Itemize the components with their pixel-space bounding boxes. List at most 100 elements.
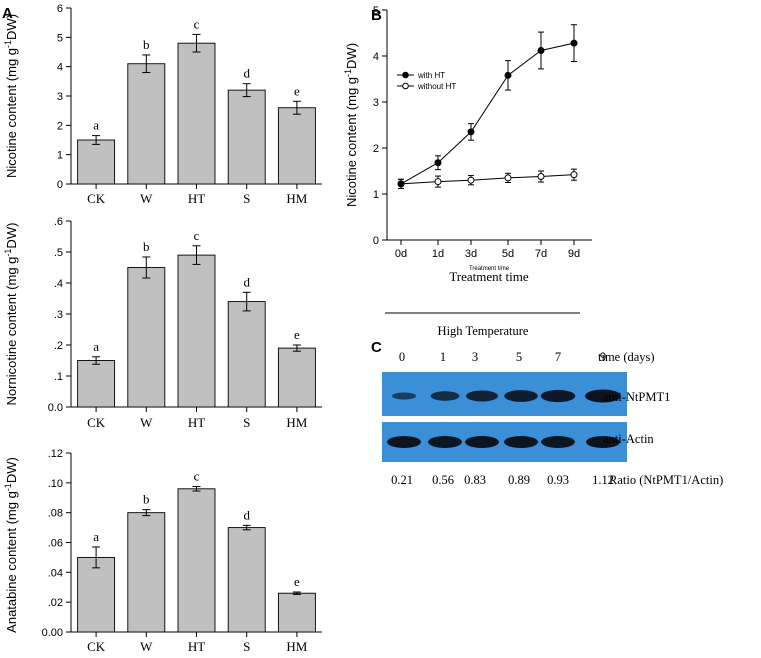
- blot-band: [541, 436, 575, 448]
- bar-hm: [277, 347, 316, 408]
- y-tick-label: .4: [54, 278, 63, 290]
- category-label-ht: HT: [188, 639, 205, 654]
- legend-entry: without HT: [417, 82, 456, 91]
- bar-ht: [177, 42, 216, 185]
- category-label-s: S: [243, 639, 250, 654]
- data-point: [537, 46, 545, 54]
- bar-ck: [77, 139, 116, 185]
- data-point: [570, 39, 578, 47]
- series-line-with-ht: [400, 42, 575, 185]
- data-point: [434, 178, 442, 186]
- bar-hm: [277, 592, 316, 633]
- x-tick-label: 7d: [535, 248, 547, 260]
- time-point-label: 9: [600, 350, 606, 364]
- significance-letter: e: [294, 327, 300, 342]
- category-label-s: S: [243, 415, 250, 430]
- significance-letter: a: [93, 339, 99, 354]
- blot-band: [540, 389, 576, 403]
- panel-label-a: A: [2, 5, 13, 22]
- data-point: [504, 71, 512, 79]
- significance-letter: d: [243, 507, 250, 522]
- bar-s: [227, 89, 266, 185]
- significance-letter: d: [243, 274, 250, 289]
- y-axis-label: Anatabine content (mg g-1DW): [3, 457, 19, 633]
- x-axis-label-small: Treatment time: [469, 266, 510, 272]
- band-label-actin: anti-Actin: [603, 432, 654, 446]
- y-tick-label: .06: [48, 538, 63, 550]
- time-point-label: 3: [472, 350, 478, 364]
- bar-w: [127, 512, 166, 633]
- time-point-label: 5: [516, 350, 522, 364]
- ratio-value: 0.93: [547, 473, 569, 487]
- panel-label-c: C: [371, 339, 382, 356]
- significance-letter: b: [143, 239, 150, 254]
- blot-band: [504, 390, 538, 402]
- significance-letter: e: [294, 574, 300, 589]
- significance-letter: c: [194, 469, 200, 484]
- bar-w: [127, 63, 166, 185]
- y-tick-label: 0: [373, 235, 379, 247]
- panel-label-b: B: [371, 7, 382, 24]
- y-tick-label: .3: [54, 309, 63, 321]
- bar-ck: [77, 360, 116, 408]
- significance-letter: b: [143, 492, 150, 507]
- significance-letter: a: [93, 529, 99, 544]
- blot-band: [465, 436, 499, 448]
- bar-ck: [77, 556, 116, 633]
- western-blot-panel: High Temperature 0 1 3 5 7 9 time (days) anti…: [382, 312, 723, 487]
- y-tick-label: 1: [373, 189, 379, 201]
- bar-ht: [177, 488, 216, 633]
- blot-band: [430, 391, 460, 401]
- data-point: [467, 176, 475, 184]
- ratio-value: 1.12: [592, 473, 614, 487]
- anatabine-bar-chart: 0.00 .02 .04 .06 .08 .10 .12 a CK b Wc HT d Se HM Anata…: [3, 448, 322, 654]
- y-tick-label: 0: [57, 179, 63, 191]
- bar-w: [127, 267, 166, 408]
- time-point-labels: 0 1 3 5 7 9: [399, 350, 606, 364]
- y-tick-label: 1: [57, 150, 63, 162]
- category-label-ck: CK: [87, 639, 106, 654]
- category-label-ht: HT: [188, 191, 205, 206]
- blot-band: [428, 436, 462, 448]
- y-tick-label: 0.00: [42, 627, 63, 639]
- x-tick-label: 1d: [432, 248, 444, 260]
- bar-hm: [277, 107, 316, 185]
- y-tick-label: .6: [54, 216, 63, 228]
- data-point: [397, 180, 405, 188]
- ratio-label: Ratio (NtPMT1/Actin): [609, 473, 723, 487]
- y-tick-label: .10: [48, 478, 63, 490]
- category-label-ht: HT: [188, 415, 205, 430]
- x-axis-label: Treatment time: [449, 269, 529, 284]
- time-point-label: 0: [399, 350, 405, 364]
- category-label-hm: HM: [286, 415, 307, 430]
- significance-letter: a: [93, 118, 99, 133]
- y-tick-label: 5: [57, 32, 63, 44]
- category-label-w: W: [140, 191, 153, 206]
- time-point-label: 1: [440, 350, 446, 364]
- time-point-label: 7: [555, 350, 561, 364]
- y-tick-label: 5: [373, 5, 379, 17]
- significance-letter: c: [194, 228, 200, 243]
- blot-band: [585, 389, 621, 403]
- y-tick-label: 2: [57, 120, 63, 132]
- data-point: [537, 173, 545, 181]
- y-tick-label: 0.0: [48, 402, 63, 414]
- category-label-hm: HM: [286, 639, 307, 654]
- category-label-ck: CK: [87, 191, 106, 206]
- blot-band: [466, 390, 498, 402]
- y-axis-label: Nicotine content (mg g-1DW): [3, 14, 19, 178]
- blot-band: [504, 436, 538, 448]
- bar-ht: [177, 254, 216, 408]
- category-label-s: S: [243, 191, 250, 206]
- category-label-w: W: [140, 415, 153, 430]
- y-tick-label: 4: [57, 62, 63, 74]
- time-axis-label: time (days): [598, 350, 655, 364]
- y-axis-label: Nornicotine content (mg g-1DW): [3, 223, 19, 406]
- bar-s: [227, 527, 266, 633]
- ratio-value: 0.89: [508, 473, 530, 487]
- x-tick-label: 5d: [502, 248, 514, 260]
- y-tick-label: 3: [57, 91, 63, 103]
- y-tick-label: .08: [48, 508, 63, 520]
- x-tick-label: 9d: [568, 248, 580, 260]
